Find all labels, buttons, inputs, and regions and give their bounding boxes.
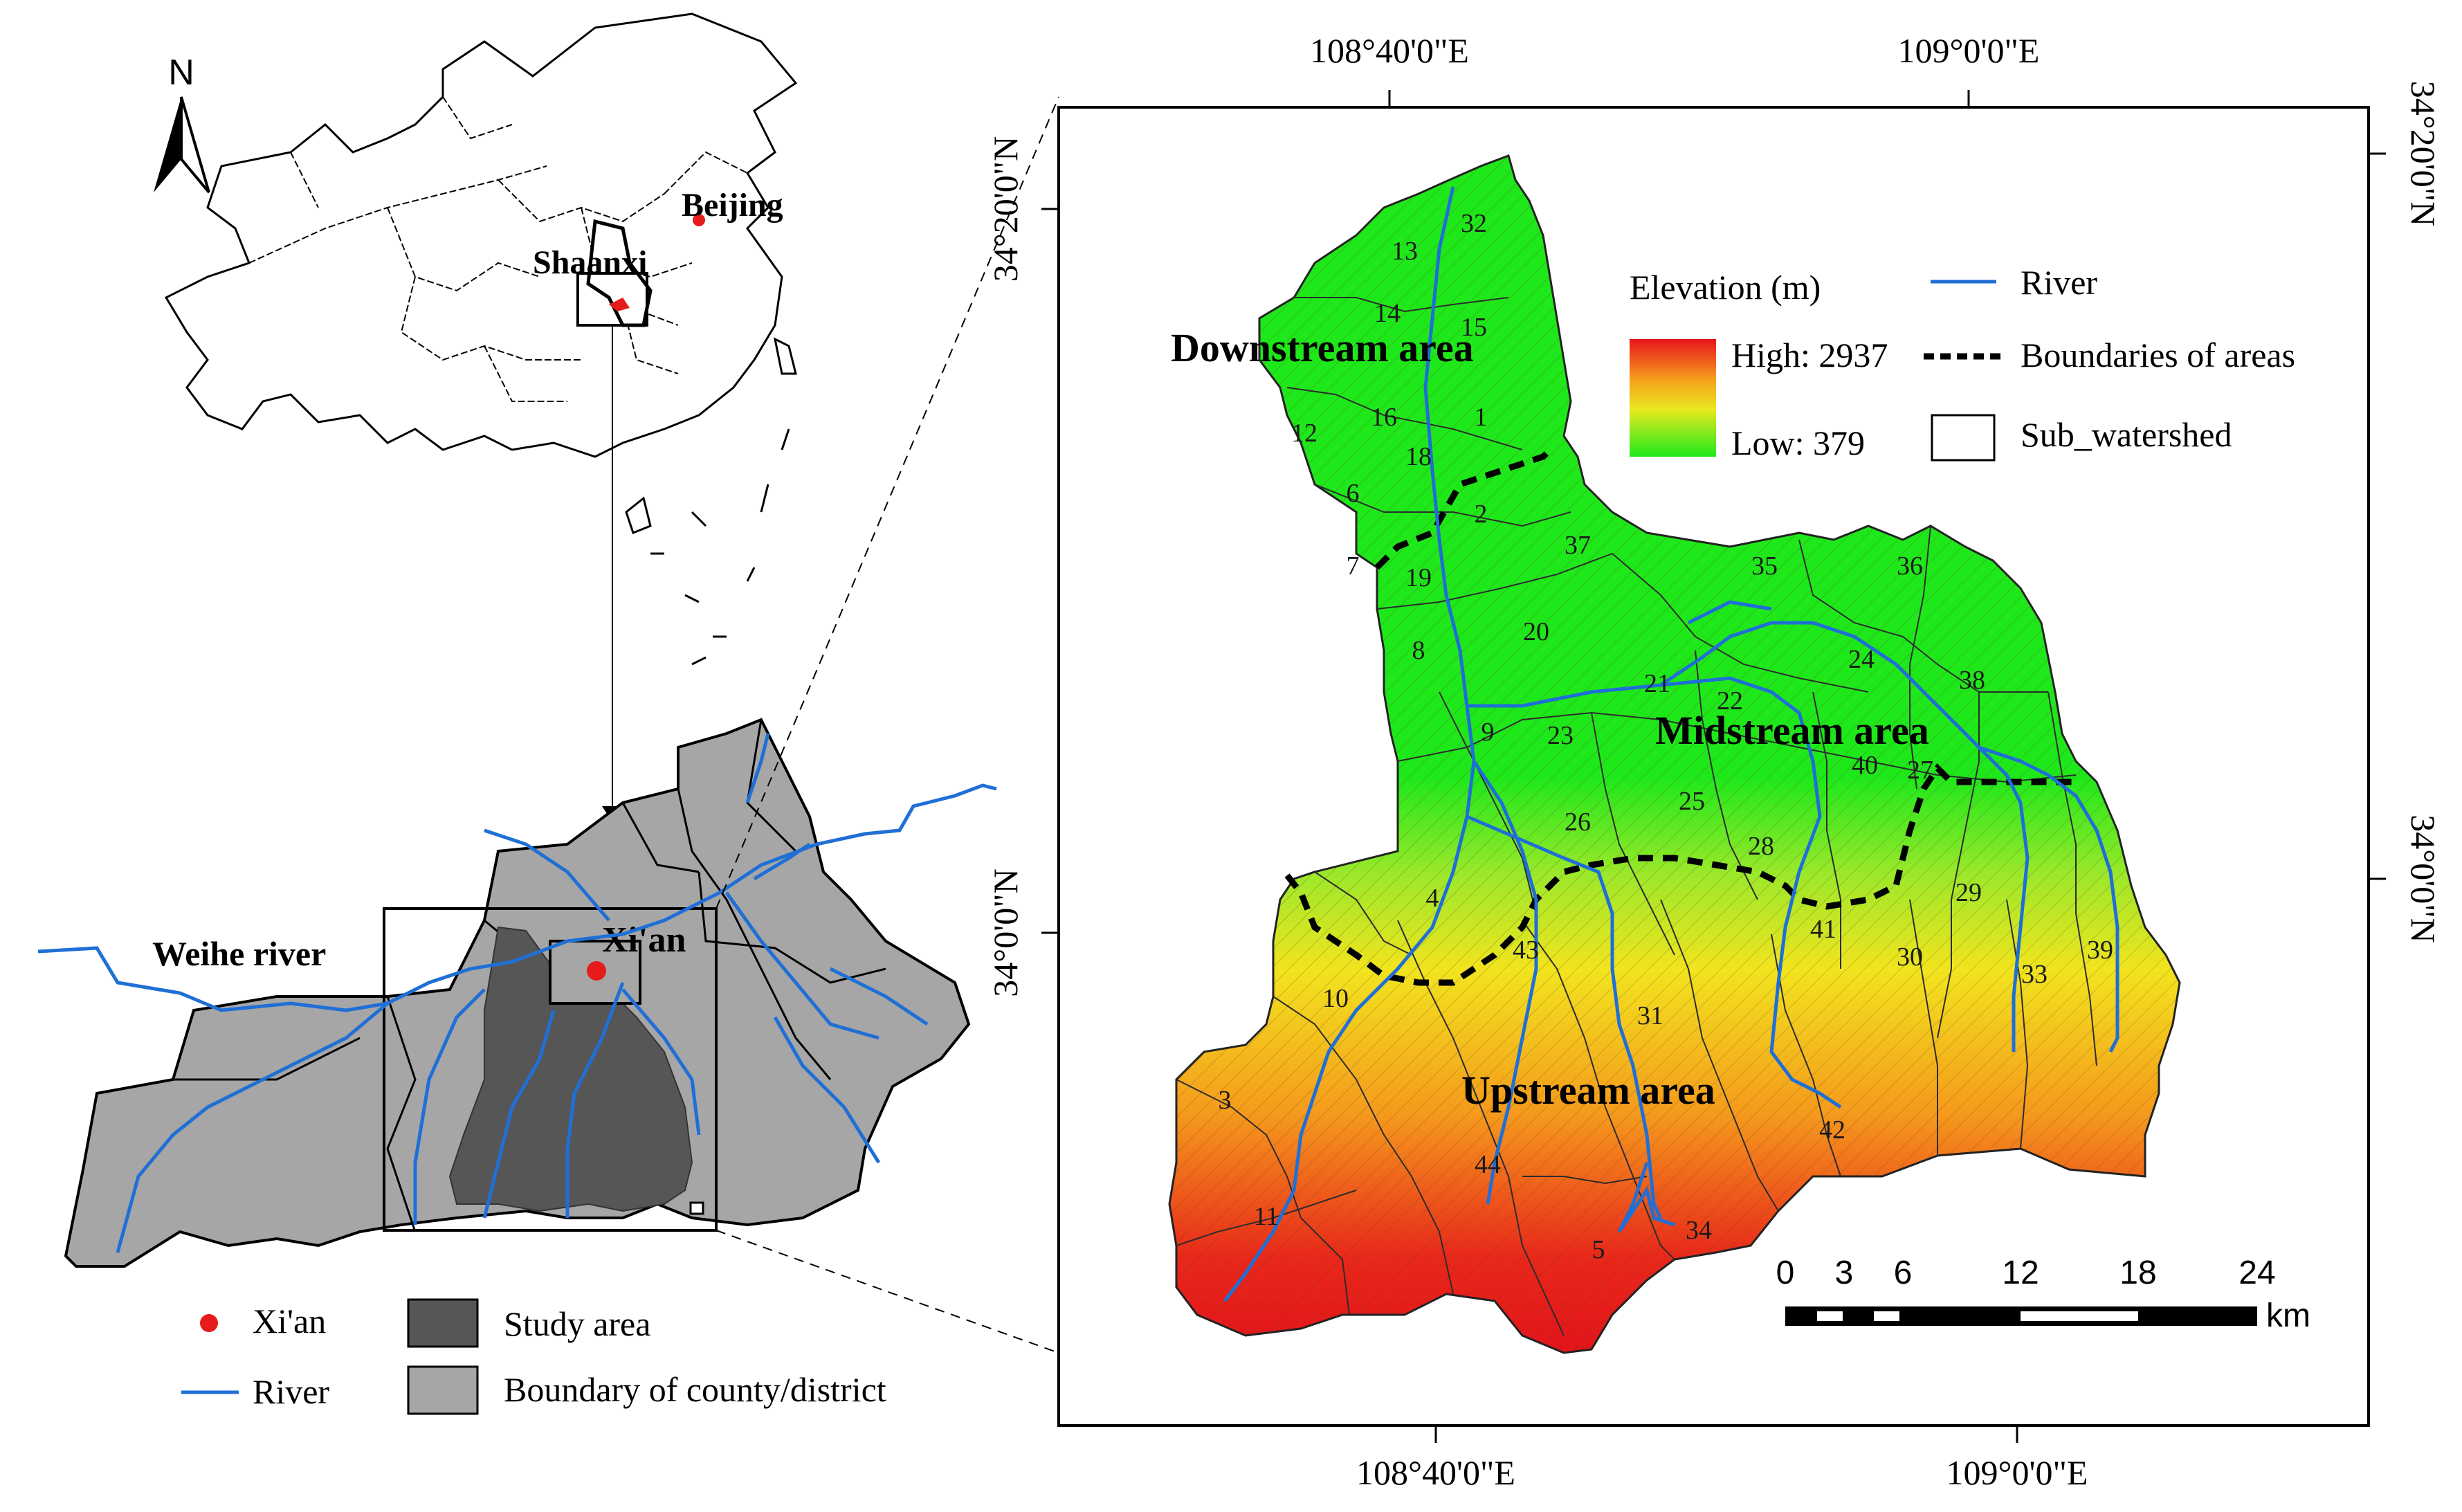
north-label: N [168,53,194,93]
legend-xian-dot [200,1314,218,1332]
subwatershed-label: 24 [1848,645,1875,674]
subwatershed-label: 19 [1405,563,1432,592]
scale-tick-labels: 0 3 6 12 18 24 [1776,1255,2276,1291]
shaanxi-label: Shaanxi [533,244,647,281]
main-map: 108°40'0"E 109°0'0"E 108°40'0"E 109°0'0"… [986,31,2443,1492]
lon-top-2: 109°0'0"E [1898,31,2040,70]
subwatershed-label: 25 [1679,787,1705,816]
left-legend: Xi'an River Study area Boundary of count… [181,1298,886,1415]
beijing-label: Beijing [682,187,783,224]
lat-left-2: 34°0'0"N [986,868,1025,997]
subwatershed-label: 9 [1481,718,1495,747]
subwatershed-label: 41 [1810,915,1836,944]
elevation-high-label: High: 2937 [1731,336,1888,374]
map-legend: Elevation (m) High: 2937 Low: 379 River … [1630,263,2295,462]
legend-subwatershed-swatch [1931,414,1996,462]
elevation-ramp [1630,339,1716,457]
weihe-label: Weihe river [152,934,326,973]
upstream-area-label: Upstream area [1461,1068,1715,1113]
legend-county-swatch [407,1365,479,1415]
subwatershed-label: 26 [1565,808,1591,837]
downstream-area-label: Downstream area [1171,325,1474,370]
scale-bar: 0 3 6 12 18 24 km [1776,1255,2310,1334]
subwatershed-label: 16 [1371,403,1397,432]
subwatershed-label: 35 [1751,552,1778,581]
subwatershed-label: 28 [1748,832,1774,861]
subwatershed-label: 13 [1392,237,1418,266]
china-inset-map: Beijing Shaanxi [164,12,798,822]
subwatershed-label: 20 [1523,617,1549,646]
scale-tick-0: 0 [1776,1255,1795,1291]
north-arrow: N [154,53,210,194]
subwatershed-label: 36 [1897,552,1923,581]
subwatershed-label: 8 [1412,636,1425,665]
legend-xian-label: Xi'an [253,1302,326,1340]
legend-study-area-swatch [407,1298,479,1348]
main-rivers [1223,186,2119,1302]
elevation-low-label: Low: 379 [1731,423,1865,462]
subwatershed-label: 14 [1374,299,1401,328]
subwatershed-label: 23 [1547,721,1574,750]
subwatershed-label: 22 [1717,686,1743,716]
regional-rivers [37,733,997,1253]
subwatershed-label: 42 [1819,1115,1845,1145]
midstream-area-label: Midstream area [1655,708,1929,753]
subwatershed-label: 4 [1426,884,1439,913]
beijing-dot [693,214,705,226]
north-arrow-icon [154,97,181,192]
subwatershed-label: 43 [1513,936,1539,965]
subwatershed-labels: 1 2 3 4 5 6 7 8 9 10 11 12 13 14 15 16 1… [1219,209,2114,1264]
subwatershed-label: 38 [1959,666,1985,695]
subwatershed-label: 7 [1347,552,1360,581]
subwatershed-label: 10 [1322,984,1349,1013]
study-extent-box [383,907,718,1232]
area-boundaries [1284,447,2076,986]
subwatershed-label: 18 [1405,442,1432,471]
subwatershed-label: 1 [1475,403,1488,432]
subwatershed-label: 2 [1475,500,1488,529]
subwatershed-label: 6 [1347,479,1360,508]
subwatershed-label: 27 [1907,756,1933,785]
subwatershed-label: 31 [1637,1001,1663,1030]
lon-bottom-1: 108°40'0"E [1356,1453,1515,1492]
scale-unit: km [2266,1297,2310,1334]
lat-right-1: 34°20'0"N [2404,81,2443,227]
subwatershed-label: 39 [2087,936,2113,965]
china-outline [164,12,798,458]
legend-study-area-label: Study area [504,1304,650,1343]
scale-tick-12: 12 [2002,1255,2039,1291]
subwatershed-label: 34 [1686,1216,1712,1245]
subwatershed-label: 33 [2021,960,2048,989]
subwatershed-label: 32 [1461,209,1487,238]
subwatershed-label: 30 [1897,942,1923,972]
subwatershed-label: 37 [1565,531,1591,560]
subwatershed-label: 44 [1475,1150,1501,1179]
legend-subwatershed-label: Sub_watershed [2021,415,2232,454]
lon-bottom-2: 109°0'0"E [1946,1453,2088,1492]
subwatershed-label: 15 [1461,313,1487,342]
legend-river-label: River [253,1372,329,1411]
xian-dot [587,961,606,981]
scale-tick-24: 24 [2238,1255,2275,1291]
scale-tick-18: 18 [2119,1255,2156,1291]
regional-map: Xi'an Weihe river [37,718,997,1268]
scale-tick-6: 6 [1894,1255,1913,1291]
scale-tick-3: 3 [1835,1255,1854,1291]
elevation-title: Elevation (m) [1630,268,1821,307]
subwatershed-label: 29 [1955,878,1982,907]
legend-county-label: Boundary of county/district [504,1370,886,1409]
subwatershed-label: 40 [1852,751,1878,780]
subwatershed-label: 11 [1254,1202,1279,1231]
subwatershed-label: 5 [1592,1235,1605,1264]
subwatershed-label: 3 [1219,1086,1232,1115]
subwatershed-label: 12 [1291,419,1317,448]
subwatershed-label: 21 [1644,669,1670,698]
legend-boundary-label: Boundaries of areas [2021,336,2295,374]
lat-right-2: 34°0'0"N [2404,814,2443,943]
lon-top-1: 108°40'0"E [1310,31,1469,70]
lat-left-1: 34°20'0"N [986,136,1025,282]
legend-map-river-label: River [2021,263,2097,302]
